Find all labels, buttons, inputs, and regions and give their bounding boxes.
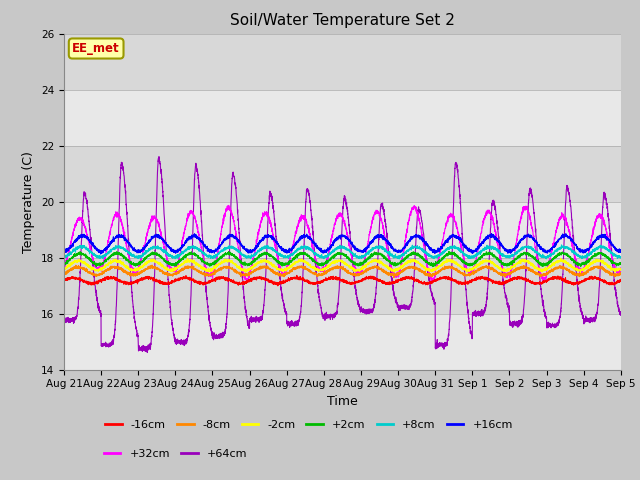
+64cm: [617, 312, 625, 318]
+16cm: [60, 249, 68, 254]
-8cm: [161, 271, 168, 277]
-8cm: [616, 271, 624, 277]
+2cm: [445, 249, 452, 254]
Line: +2cm: +2cm: [64, 252, 621, 267]
+16cm: [499, 245, 507, 251]
Line: -8cm: -8cm: [64, 265, 621, 278]
+64cm: [156, 154, 163, 160]
+64cm: [468, 332, 476, 338]
+32cm: [616, 269, 624, 275]
Bar: [64, 90, 621, 145]
Text: EE_met: EE_met: [72, 42, 120, 55]
+64cm: [322, 314, 330, 320]
+8cm: [617, 255, 625, 261]
-16cm: [436, 276, 444, 282]
+16cm: [322, 249, 330, 254]
+8cm: [436, 252, 444, 258]
+16cm: [617, 248, 625, 254]
Bar: [64, 202, 621, 258]
+64cm: [60, 316, 68, 322]
+32cm: [617, 265, 625, 271]
-16cm: [617, 277, 625, 283]
+8cm: [616, 255, 624, 261]
+32cm: [225, 203, 232, 208]
+32cm: [322, 263, 330, 268]
+8cm: [322, 253, 330, 259]
-8cm: [436, 267, 444, 273]
Line: +8cm: +8cm: [64, 245, 621, 259]
+2cm: [468, 262, 476, 267]
Line: +32cm: +32cm: [64, 205, 621, 283]
+64cm: [499, 280, 507, 286]
Line: -2cm: -2cm: [64, 258, 621, 272]
Line: -16cm: -16cm: [64, 276, 621, 286]
X-axis label: Time: Time: [327, 395, 358, 408]
-2cm: [467, 266, 475, 272]
-8cm: [390, 275, 397, 281]
-16cm: [322, 275, 330, 281]
+16cm: [161, 240, 168, 245]
Line: +64cm: +64cm: [64, 157, 621, 352]
Title: Soil/Water Temperature Set 2: Soil/Water Temperature Set 2: [230, 13, 455, 28]
-2cm: [322, 265, 330, 271]
+8cm: [396, 256, 403, 262]
-8cm: [148, 262, 156, 268]
+8cm: [467, 255, 475, 261]
-16cm: [468, 279, 476, 285]
-16cm: [499, 279, 507, 285]
-2cm: [577, 269, 584, 275]
-8cm: [499, 272, 507, 278]
-16cm: [274, 283, 282, 288]
+8cm: [499, 251, 507, 256]
Line: +16cm: +16cm: [64, 234, 621, 254]
+32cm: [499, 265, 507, 271]
-16cm: [616, 278, 624, 284]
+32cm: [436, 249, 444, 255]
+2cm: [92, 264, 100, 270]
+2cm: [60, 261, 68, 267]
-2cm: [617, 266, 625, 272]
+2cm: [616, 260, 624, 265]
+32cm: [429, 280, 436, 286]
+16cm: [436, 245, 444, 251]
+16cm: [616, 247, 624, 253]
+2cm: [617, 262, 625, 267]
Y-axis label: Temperature (C): Temperature (C): [22, 151, 35, 252]
Bar: [64, 313, 621, 370]
+32cm: [468, 268, 476, 274]
-2cm: [557, 255, 564, 261]
-8cm: [60, 271, 68, 277]
+8cm: [557, 242, 565, 248]
-8cm: [617, 272, 625, 277]
-8cm: [468, 272, 476, 277]
-2cm: [499, 267, 506, 273]
+8cm: [60, 255, 68, 261]
Legend: +32cm, +64cm: +32cm, +64cm: [99, 444, 252, 463]
+2cm: [436, 258, 444, 264]
+64cm: [143, 349, 151, 355]
-16cm: [293, 273, 301, 278]
+64cm: [616, 309, 624, 315]
+8cm: [160, 248, 168, 254]
+16cm: [488, 231, 495, 237]
-2cm: [60, 266, 68, 272]
+16cm: [467, 250, 475, 255]
-2cm: [160, 264, 168, 270]
-2cm: [616, 267, 624, 273]
+2cm: [322, 260, 330, 266]
-2cm: [436, 263, 444, 269]
+32cm: [160, 245, 168, 251]
-16cm: [60, 279, 68, 285]
+64cm: [161, 214, 168, 220]
+64cm: [436, 341, 444, 347]
-8cm: [322, 270, 330, 276]
-16cm: [160, 280, 168, 286]
+16cm: [97, 251, 104, 257]
+2cm: [499, 262, 507, 267]
+2cm: [161, 258, 168, 264]
+32cm: [60, 265, 68, 271]
